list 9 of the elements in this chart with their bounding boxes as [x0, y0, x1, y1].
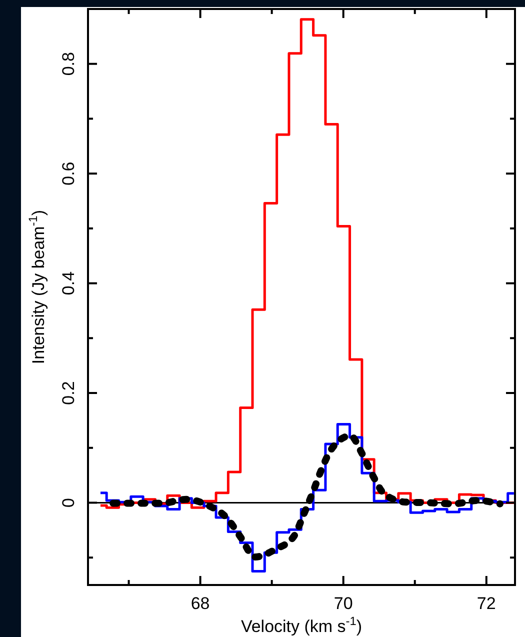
x-axis-title: Velocity (km s$^{-1}$) — [240, 614, 362, 636]
y-tick-label: 0.2 — [59, 381, 78, 405]
y-tick-label: 0.8 — [59, 52, 78, 76]
x-tick-label: 70 — [334, 594, 353, 613]
y-tick-label: 0 — [59, 498, 78, 508]
x-tick-label: 68 — [190, 594, 210, 613]
y-tick-label: 0.4 — [59, 271, 78, 296]
y-tick-label: 0.6 — [59, 162, 78, 186]
x-tick-label: 72 — [476, 594, 496, 613]
